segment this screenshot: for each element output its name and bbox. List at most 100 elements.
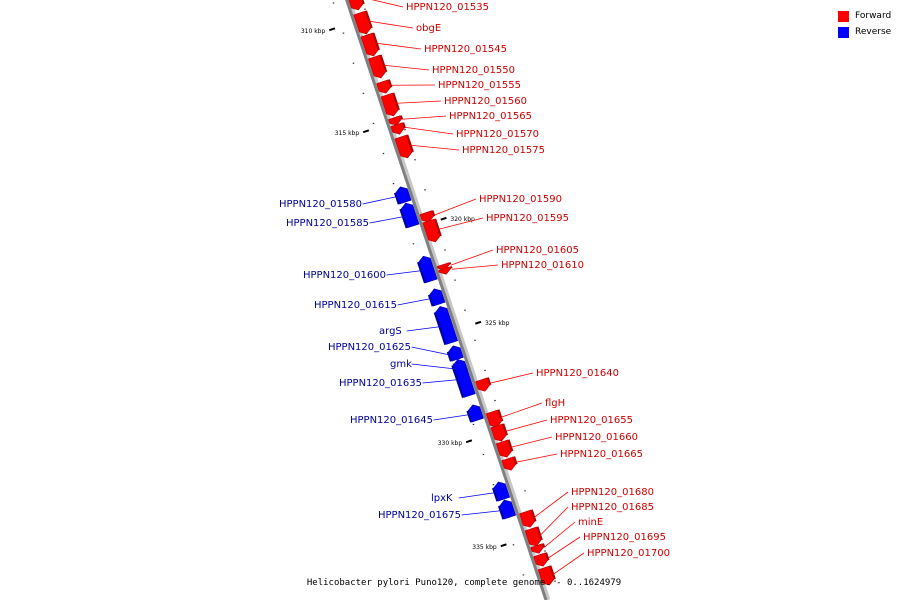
gene-label[interactable]: HPPN120_01565 — [449, 111, 532, 122]
gene-label[interactable]: HPPN120_01545 — [424, 44, 507, 55]
minor-tick — [484, 369, 486, 372]
gene-label[interactable]: HPPN120_01665 — [560, 449, 643, 460]
gene-side-face — [446, 351, 452, 362]
reverse-gene[interactable] — [400, 202, 420, 229]
reverse-gene[interactable] — [395, 186, 412, 205]
forward-gene[interactable] — [475, 377, 490, 392]
forward-gene[interactable] — [376, 79, 391, 94]
gene-label[interactable]: HPPN120_01685 — [571, 502, 654, 513]
gene-label[interactable]: HPPN120_01640 — [536, 368, 619, 379]
gene-leader-line — [376, 42, 422, 50]
minor-tick — [464, 309, 466, 311]
reverse-gene[interactable] — [452, 359, 476, 398]
gene-label[interactable]: HPPN120_01695 — [583, 532, 666, 543]
gene-label[interactable]: HPPN120_01550 — [432, 65, 515, 76]
gene-leader-line — [411, 346, 449, 356]
gene-label[interactable]: argS — [379, 326, 402, 337]
gene-label[interactable]: HPPN120_01660 — [555, 432, 638, 443]
minor-tick — [544, 550, 546, 552]
minor-tick — [512, 544, 515, 546]
major-tick — [465, 439, 473, 444]
legend-forward: Forward — [838, 8, 891, 24]
gene-side-face — [448, 262, 452, 265]
gene-label[interactable]: HPPN120_01580 — [279, 199, 362, 210]
forward-gene[interactable] — [533, 552, 548, 567]
reverse-gene[interactable] — [499, 499, 517, 520]
forward-gene[interactable] — [519, 509, 535, 528]
gene-label[interactable]: HPPN120_01575 — [462, 145, 545, 156]
major-tick — [500, 543, 507, 548]
forward-gene[interactable] — [394, 134, 413, 159]
gene-label[interactable]: gmk — [390, 359, 412, 370]
gene-label[interactable]: HPPN120_01585 — [286, 218, 369, 229]
gene-labels: HPPN120_01535 obgE HPPN120_01545 HPPN120_01… — [279, 0, 670, 575]
gene-side-face — [427, 294, 434, 307]
reverse-gene[interactable] — [493, 481, 511, 502]
forward-gene[interactable] — [530, 543, 544, 554]
gene-label[interactable]: HPPN120_01600 — [303, 270, 386, 281]
gene-side-face — [392, 92, 400, 111]
gene-label[interactable]: HPPN120_01605 — [496, 245, 579, 256]
forward-gene[interactable] — [537, 565, 555, 586]
gene-leader-line — [438, 217, 484, 230]
gene-leader-line — [371, 0, 404, 8]
forward-gene[interactable] — [388, 115, 402, 126]
gene-label[interactable]: HPPN120_01570 — [456, 129, 539, 140]
gene-leader-line — [362, 196, 397, 205]
gene-label[interactable]: HPPN120_01675 — [378, 510, 461, 521]
forward-gene[interactable] — [390, 122, 405, 135]
reverse-gene[interactable] — [448, 345, 464, 362]
forward-gene[interactable] — [419, 210, 434, 223]
forward-gene[interactable] — [422, 218, 441, 243]
legend-reverse-label: Reverse — [855, 27, 892, 37]
gene-label[interactable]: lpxK — [431, 493, 453, 504]
forward-gene[interactable] — [353, 10, 372, 35]
reverse-gene[interactable] — [429, 288, 446, 307]
gene-leader-line — [422, 379, 458, 384]
minor-tick — [494, 399, 496, 402]
forward-gene[interactable] — [368, 54, 386, 79]
gene-label[interactable]: HPPN120_01645 — [350, 415, 433, 426]
forward-gene[interactable] — [380, 92, 399, 117]
gene-label[interactable]: HPPN120_01610 — [501, 260, 584, 271]
gene-leader-line — [404, 126, 454, 135]
gene-label[interactable]: minE — [578, 517, 603, 528]
forward-gene[interactable] — [346, 0, 364, 11]
gene-label[interactable]: HPPN120_01615 — [314, 300, 397, 311]
gene-label[interactable]: HPPN120_01680 — [571, 487, 654, 498]
gene-label[interactable]: HPPN120_01560 — [444, 96, 527, 107]
forward-gene[interactable] — [438, 266, 452, 275]
gene-side-face — [466, 410, 473, 423]
reverse-gene[interactable] — [467, 404, 484, 423]
forward-gene[interactable] — [490, 423, 507, 442]
minor-tick — [454, 279, 456, 281]
tick-label: 325 kbp — [485, 320, 510, 327]
forward-gene[interactable] — [360, 32, 379, 57]
forward-gene[interactable] — [524, 526, 542, 547]
map-caption: Helicobacter pylori Puno120, complete ge… — [0, 578, 900, 588]
minor-tick — [392, 183, 395, 185]
gene-leader-line — [406, 326, 440, 332]
gene-label[interactable]: HPPN120_01535 — [406, 2, 489, 13]
gene-label[interactable]: HPPN120_01635 — [339, 378, 422, 389]
forward-gene[interactable] — [495, 439, 512, 458]
gene-label[interactable]: obgE — [416, 23, 441, 34]
forward-gene[interactable] — [501, 456, 517, 471]
gene-leader-line — [505, 419, 548, 432]
gene-label[interactable]: flgH — [545, 398, 565, 409]
gene-label[interactable]: HPPN120_01700 — [587, 548, 670, 559]
gene-label[interactable]: HPPN120_01555 — [438, 80, 521, 91]
forward-gene[interactable] — [485, 409, 502, 428]
gene-label[interactable]: HPPN120_01655 — [550, 415, 633, 426]
gene-label[interactable]: HPPN120_01590 — [479, 194, 562, 205]
gene-side-face — [365, 10, 373, 29]
reverse-gene[interactable] — [418, 255, 438, 284]
gene-label[interactable]: HPPN120_01595 — [486, 213, 569, 224]
major-tick — [328, 27, 336, 32]
gene-side-face — [406, 134, 414, 153]
gene-label[interactable]: HPPN120_01625 — [328, 342, 411, 353]
gene-leader-line — [510, 436, 553, 448]
gene-leader-line — [489, 372, 534, 384]
tick-label: 310 kbp — [301, 28, 326, 35]
reverse-gene[interactable] — [435, 306, 459, 345]
